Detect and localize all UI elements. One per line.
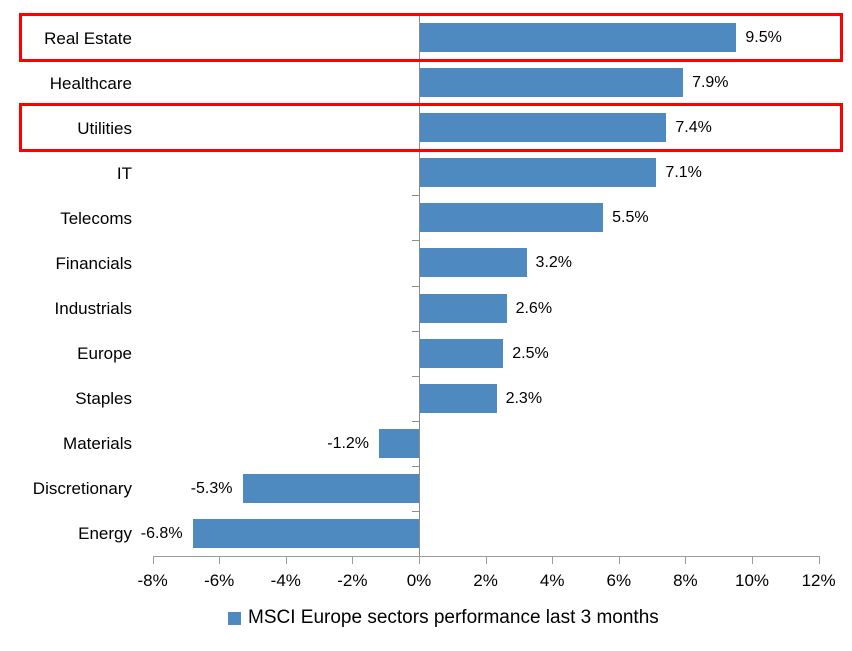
x-tick-label: 2% [473,571,498,590]
x-axis-tick [152,556,154,564]
y-axis-tick [412,60,419,62]
x-tick-label: 8% [673,571,698,590]
bar [420,68,684,98]
x-tick-label: 6% [606,571,632,590]
x-tick-label: 12% [801,571,836,590]
x-axis-tick [618,556,620,564]
bar [379,428,419,458]
category-label: Staples [75,389,132,409]
value-label: 5.5% [612,209,649,227]
bar [420,23,737,53]
y-axis-tick [412,240,419,242]
y-axis-tick [412,285,419,287]
x-axis-tick [485,556,487,564]
category-label: IT [116,163,132,183]
bar [420,203,604,233]
y-axis-tick [412,510,419,512]
x-tick-label: 4% [539,571,565,590]
category-label: Real Estate [44,28,132,48]
legend: MSCI Europe sectors performance last 3 m… [228,607,659,629]
value-label: 2.3% [505,389,543,407]
x-axis-tick [752,556,753,564]
bar [420,383,497,413]
value-label: 7.1% [665,164,702,182]
bar [192,518,419,548]
x-axis-tick [219,556,221,564]
value-label: 3.2% [535,254,573,272]
x-axis-tick [818,556,820,564]
bar [242,473,419,503]
value-label: -1.2% [327,434,370,452]
bar [420,338,504,368]
category-label: Financials [55,253,132,273]
legend-swatch [228,612,241,625]
y-axis-tick [412,150,419,152]
x-tick-label: -8% [137,571,168,590]
x-tick-label: -2% [337,571,368,590]
x-tick-label: -4% [270,571,301,590]
y-axis-tick [412,195,419,197]
y-axis-line [419,15,420,556]
y-axis-tick [412,375,419,377]
x-axis-tick [552,556,554,564]
value-label: 2.5% [512,344,549,362]
y-axis-tick [412,330,419,332]
x-axis-tick [285,556,287,564]
category-label: Industrials [54,299,132,319]
bar [420,113,667,143]
bar [420,158,657,188]
y-axis-tick [412,465,419,467]
value-label: 9.5% [745,29,782,47]
legend-label: MSCI Europe sectors performance last 3 m… [248,607,659,628]
x-tick-label: 0% [406,571,432,590]
x-axis-tick [352,556,354,564]
bar [420,293,507,323]
value-label: -5.3% [190,479,233,497]
category-label: Utilities [77,118,132,138]
bar [420,248,527,278]
value-label: 7.4% [675,119,712,137]
category-label: Telecoms [60,208,132,228]
category-label: Europe [77,344,132,364]
category-label: Discretionary [32,479,132,499]
category-label: Healthcare [49,73,132,93]
x-axis-tick [419,556,420,564]
value-label: 7.9% [692,74,729,92]
y-axis-tick [412,105,419,107]
x-axis-tick [685,556,687,564]
y-axis-tick [412,15,419,16]
value-label: 2.6% [515,299,553,317]
x-tick-label: -6% [204,571,235,590]
category-label: Materials [63,434,132,454]
value-label: -6.8% [140,524,183,542]
x-tick-label: 10% [734,571,770,590]
y-axis-tick [412,420,419,422]
category-label: Energy [78,524,132,544]
